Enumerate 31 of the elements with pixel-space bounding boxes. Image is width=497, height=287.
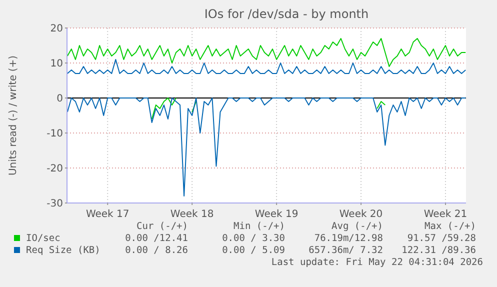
- x-tick-label: Week 17: [86, 209, 130, 220]
- text: 657.36m/ 7.32: [308, 245, 383, 256]
- y-axis-title: Units read (-) / write (+): [8, 55, 19, 176]
- line-series: [66, 38, 466, 67]
- y-tick-label: 10: [50, 58, 63, 70]
- legend-label: IO/sec: [26, 233, 60, 244]
- x-tick-label: Week 21: [424, 209, 468, 220]
- line-series: [66, 59, 466, 74]
- line-series: [66, 98, 466, 196]
- text: Max (-/+): [424, 221, 476, 232]
- x-tick-label: Week 20: [339, 209, 383, 220]
- text: Avg (-/+): [332, 221, 383, 232]
- text: 76.19m/12.98: [314, 233, 384, 244]
- y-tick-label: -10: [46, 128, 63, 140]
- text: 122.31 /89.36: [402, 245, 476, 256]
- y-tick-label: 20: [50, 24, 63, 34]
- legend-label: Req Size (KB): [26, 245, 100, 256]
- x-tick-label: Week 18: [170, 209, 214, 220]
- text: 0.00 /12.41: [125, 233, 188, 244]
- x-tick-label: Week 19: [254, 209, 298, 220]
- text: Min (-/+): [234, 221, 285, 232]
- text: 0.00 / 3.30: [222, 233, 286, 244]
- text: Cur (-/+): [136, 221, 188, 232]
- y-tick-label: -20: [46, 164, 63, 174]
- y-tick-label: -30: [46, 198, 63, 210]
- text: Last update: Fri May 22 04:31:04 2026: [271, 257, 484, 268]
- text: 91.57 /59.28: [407, 233, 476, 244]
- text: 0.00 / 5.09: [222, 245, 286, 256]
- text: 0.00 / 8.26: [125, 245, 188, 256]
- chart-title: IOs for /dev/sda - by month: [204, 7, 369, 21]
- y-tick-label: 0: [56, 94, 63, 104]
